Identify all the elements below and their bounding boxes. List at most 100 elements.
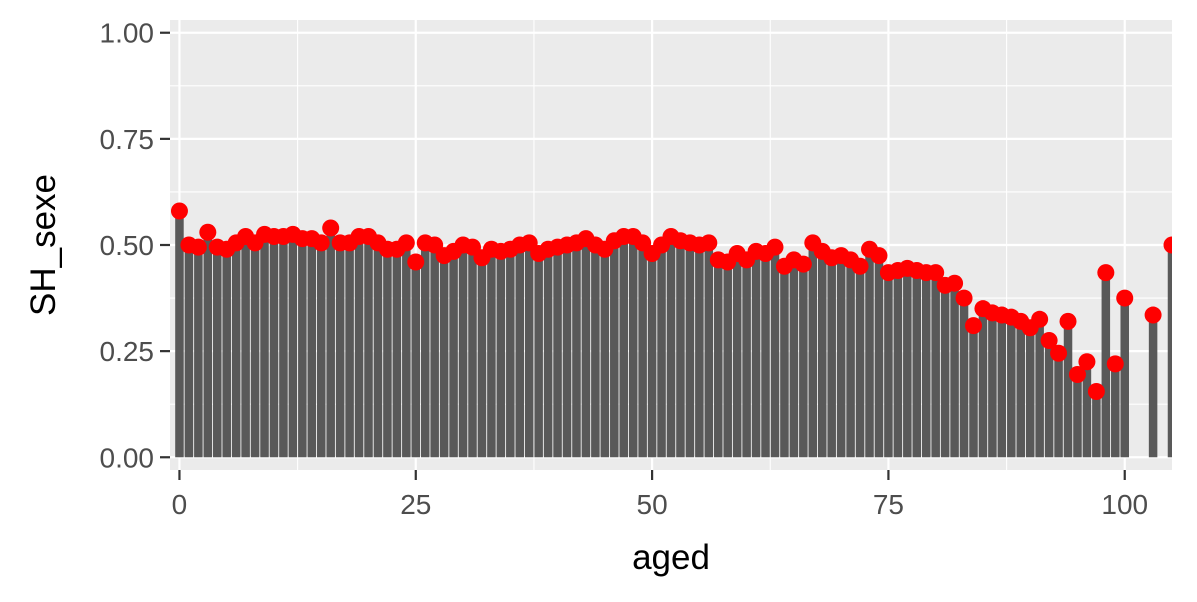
bar: [222, 249, 231, 458]
bar: [298, 238, 307, 458]
data-point: [1144, 306, 1162, 324]
bar: [761, 253, 770, 458]
y-tick-label: 0.25: [100, 336, 155, 367]
bar: [1148, 315, 1158, 458]
data-point: [312, 234, 330, 252]
bar: [250, 242, 260, 458]
bar: [231, 242, 241, 458]
bar: [364, 236, 373, 458]
bar: [468, 247, 477, 458]
bar: [553, 247, 562, 458]
bar: [600, 249, 610, 458]
bar: [524, 242, 534, 458]
bar: [855, 266, 865, 458]
bar: [619, 236, 628, 458]
data-point: [851, 257, 869, 275]
bar: [534, 253, 543, 458]
bar: [931, 272, 940, 458]
bar: [780, 266, 789, 458]
x-tick-label: 25: [400, 489, 431, 520]
bar: [950, 283, 959, 458]
bar: [1111, 363, 1120, 458]
bar: [969, 325, 978, 458]
bar: [392, 249, 402, 458]
point-series: [170, 202, 1172, 400]
bar: [874, 255, 884, 458]
bar: [1054, 353, 1063, 458]
bar: [439, 255, 449, 458]
bar: [827, 257, 836, 458]
bar: [515, 245, 525, 458]
bar: [345, 242, 354, 458]
bar: [430, 245, 439, 458]
bar: [449, 251, 458, 458]
x-tick-label: 0: [172, 489, 188, 520]
bar: [628, 236, 638, 458]
bar: [732, 253, 742, 458]
y-axis-title: SH_sexe: [24, 174, 63, 316]
data-point: [955, 289, 973, 307]
bar: [260, 234, 269, 458]
bar: [647, 253, 657, 458]
bar: [572, 242, 581, 458]
data-point: [1040, 332, 1058, 350]
data-point: [189, 238, 207, 256]
data-point: [1087, 382, 1105, 400]
bar: [770, 247, 780, 458]
data-point: [199, 223, 217, 241]
bar: [1025, 327, 1035, 458]
data-point: [946, 274, 964, 292]
bar: [354, 236, 364, 458]
data-point: [397, 234, 415, 252]
bar: [402, 242, 411, 458]
bar: [581, 238, 591, 458]
bar: [808, 242, 818, 458]
bar: [496, 251, 506, 458]
bar: [676, 240, 685, 458]
data-point: [1059, 312, 1077, 330]
bar: [799, 264, 808, 458]
bar: [1063, 321, 1073, 458]
bar: [657, 245, 666, 458]
bar: [695, 245, 704, 458]
data-point: [322, 219, 340, 237]
bar: [1167, 245, 1172, 458]
bar: [912, 270, 922, 458]
data-point: [1068, 365, 1086, 383]
bar: [335, 242, 345, 458]
bar: [458, 245, 468, 458]
bar: [1092, 391, 1101, 458]
bar: [997, 315, 1007, 458]
bar: [836, 255, 846, 458]
bar: [714, 259, 723, 458]
data-point: [1106, 355, 1124, 373]
bar: [203, 232, 213, 458]
bar: [789, 259, 799, 458]
x-tick-label: 50: [637, 489, 668, 520]
bar: [940, 285, 950, 458]
bar: [591, 245, 600, 458]
bar-series: [175, 211, 1172, 458]
bar: [383, 249, 392, 458]
y-tick-label: 1.00: [100, 18, 155, 49]
bar: [704, 242, 714, 458]
bar: [477, 257, 487, 458]
bar: [978, 308, 988, 458]
data-point: [927, 264, 945, 282]
bar: [1073, 374, 1082, 458]
bar: [1101, 272, 1111, 458]
bar: [893, 270, 903, 458]
bar: [194, 247, 203, 458]
bar: [666, 236, 676, 458]
x-tick-label: 100: [1101, 489, 1148, 520]
bar: [184, 245, 194, 458]
data-point: [1116, 289, 1134, 307]
data-point: [1050, 344, 1068, 362]
bar: [610, 240, 619, 458]
y-axis: 0.00 0.25 0.50 0.75 1.00: [100, 18, 170, 473]
bar: [1007, 317, 1016, 458]
bar: [1082, 361, 1092, 458]
data-point: [407, 253, 425, 271]
bar: [742, 259, 751, 458]
